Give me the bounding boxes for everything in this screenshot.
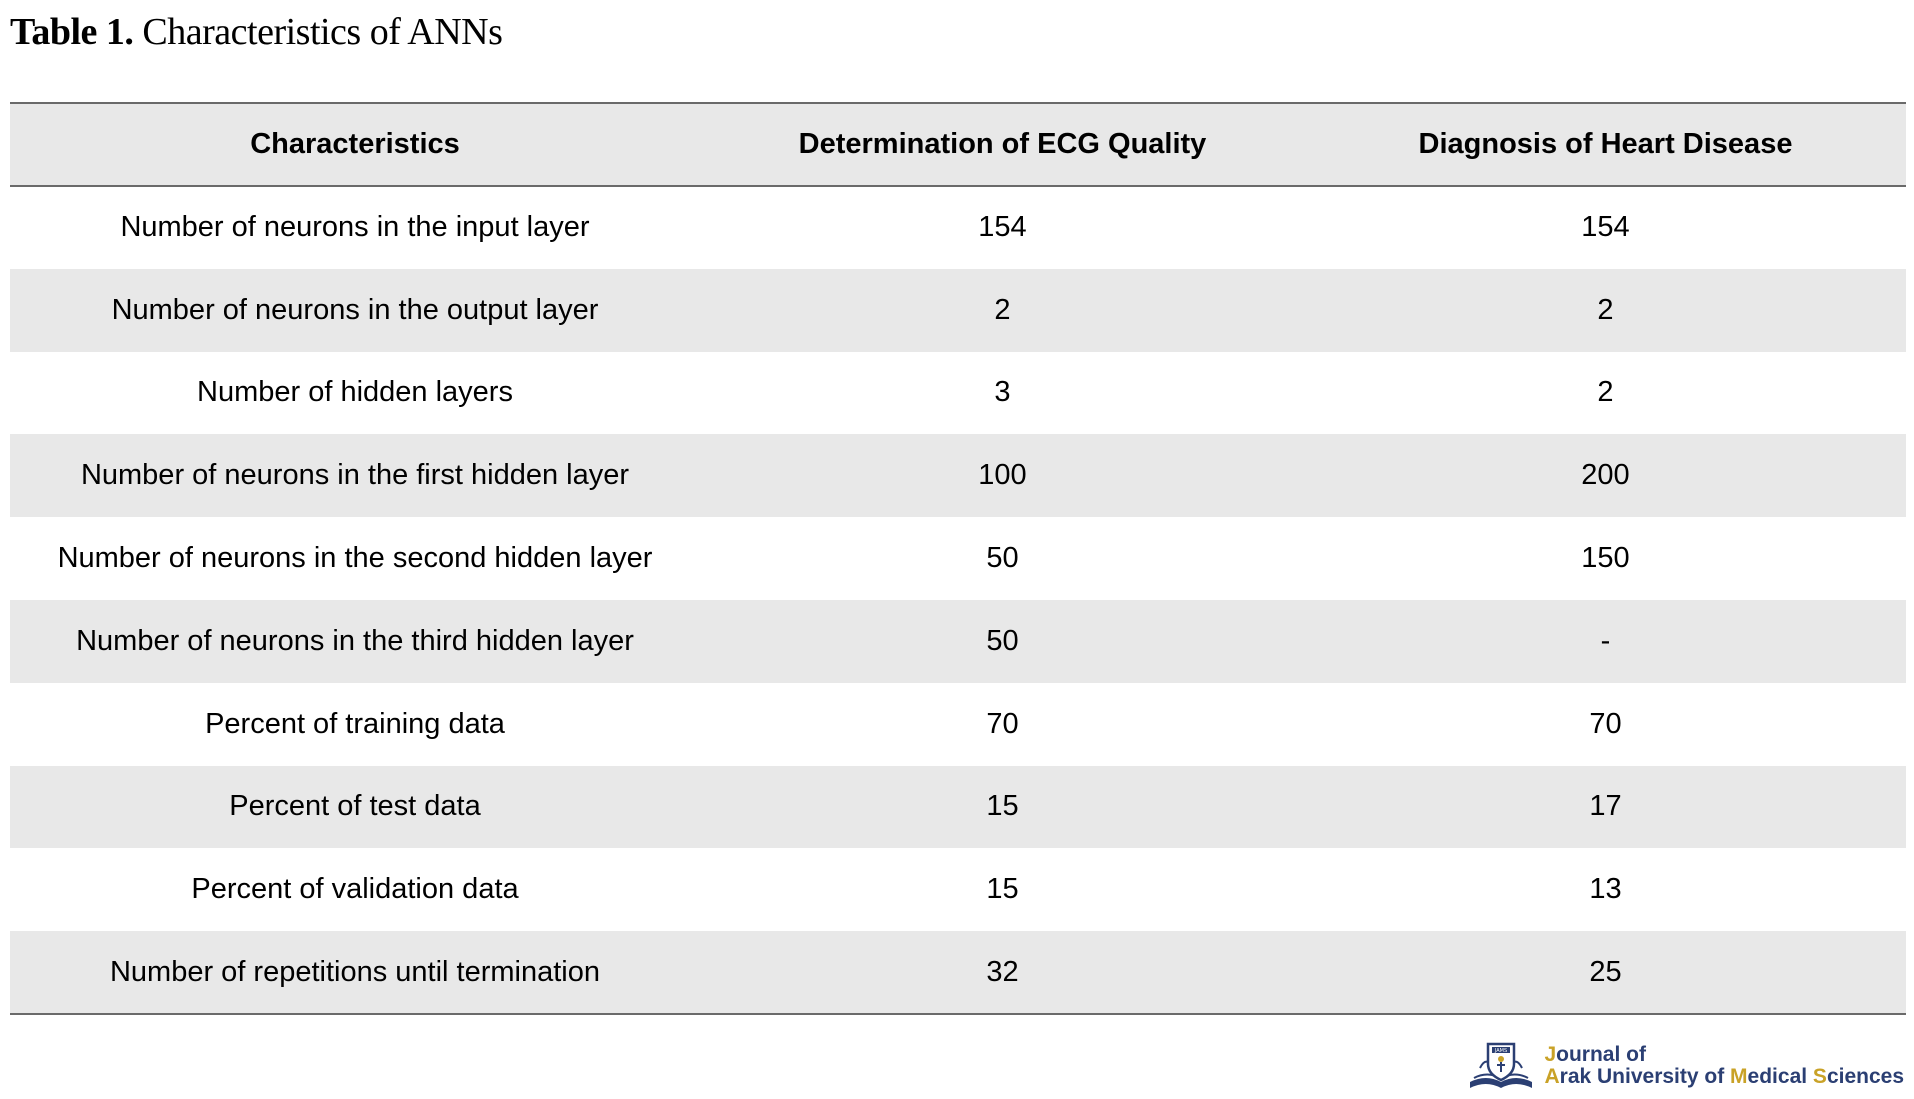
cell-ecg-quality: 50 — [986, 624, 1019, 657]
caption-title: Characteristics of ANNs — [142, 11, 503, 53]
cell-characteristic: Number of hidden layers — [197, 376, 513, 409]
journal-name-line1: Journal of — [1544, 1044, 1904, 1066]
cell-characteristic: Percent of validation data — [191, 873, 519, 906]
header-row: Characteristics Determination of ECG Qua… — [10, 103, 1906, 186]
cell-heart-disease: - — [1600, 624, 1611, 657]
cell-characteristic: Number of neurons in the first hidden la… — [80, 459, 630, 492]
journal-name-line2: Arak University of Medical Sciences — [1544, 1066, 1904, 1088]
cell-heart-disease: 25 — [1589, 955, 1622, 988]
table-row: Number of repetitions until termination … — [10, 931, 1906, 1014]
journal-line2-end: ciences — [1826, 1065, 1904, 1088]
journal-line1-rest: ournal of — [1556, 1043, 1646, 1066]
cell-ecg-quality: 100 — [978, 459, 1027, 492]
cell-ecg-quality: 70 — [986, 707, 1019, 740]
characteristics-table: Characteristics Determination of ECG Qua… — [10, 102, 1906, 1015]
table-body: Number of neurons in the input layer 154… — [10, 186, 1906, 1014]
journal-line2-mid: edical — [1747, 1065, 1813, 1088]
cell-characteristic: Number of neurons in the second hidden l… — [57, 542, 653, 575]
table-caption: Table 1. Characteristics of ANNs — [10, 8, 503, 56]
table-row: Number of neurons in the second hidden l… — [10, 517, 1906, 600]
cell-heart-disease: 13 — [1589, 873, 1622, 906]
cell-characteristic: Number of repetitions until termination — [109, 955, 600, 988]
cell-heart-disease: 2 — [1597, 293, 1614, 326]
caption-label: Table 1. — [10, 11, 134, 53]
cell-ecg-quality: 3 — [994, 376, 1011, 409]
cell-heart-disease: 17 — [1589, 790, 1622, 823]
table-row: Percent of test data 15 17 — [10, 765, 1906, 849]
journal-emblem-icon: JAMS — [1470, 1042, 1533, 1088]
cell-ecg-quality: 15 — [986, 790, 1019, 823]
cell-heart-disease: 200 — [1581, 459, 1630, 492]
cell-characteristic: Percent of training data — [205, 707, 505, 740]
journal-name: Journal of Arak University of Medical Sc… — [1544, 1044, 1904, 1088]
cell-ecg-quality: 50 — [986, 542, 1019, 575]
journal-initial-m: M — [1730, 1065, 1748, 1088]
table-row: Number of neurons in the output layer 2 … — [10, 268, 1906, 352]
journal-initial-j: J — [1544, 1043, 1557, 1066]
cell-ecg-quality: 2 — [994, 293, 1011, 326]
cell-characteristic: Percent of test data — [229, 790, 481, 823]
table-row: Percent of validation data 15 13 — [10, 848, 1906, 932]
table-container: Characteristics Determination of ECG Qua… — [10, 102, 1906, 1015]
cell-characteristic: Number of neurons in the input layer — [120, 211, 590, 244]
header-heart-disease: Diagnosis of Heart Disease — [1418, 128, 1793, 160]
journal-initial-a: A — [1544, 1065, 1560, 1088]
cell-characteristic: Number of neurons in the output layer — [111, 293, 599, 326]
journal-line2-rest: rak University of — [1559, 1065, 1731, 1088]
table-header: Characteristics Determination of ECG Qua… — [10, 103, 1906, 186]
cell-ecg-quality: 32 — [986, 955, 1019, 988]
journal-initial-s: S — [1812, 1065, 1827, 1088]
cell-characteristic: Number of neurons in the third hidden la… — [76, 624, 634, 657]
table-row: Number of neurons in the first hidden la… — [10, 434, 1906, 518]
header-characteristics: Characteristics — [250, 128, 460, 160]
cell-ecg-quality: 15 — [986, 873, 1019, 906]
cell-heart-disease: 2 — [1597, 376, 1614, 409]
cell-heart-disease: 154 — [1581, 211, 1630, 244]
table-row: Number of neurons in the third hidden la… — [10, 599, 1906, 683]
table-row: Percent of training data 70 70 — [10, 682, 1906, 766]
svg-text:JAMS: JAMS — [1494, 1048, 1507, 1054]
header-ecg-quality: Determination of ECG Quality — [798, 128, 1207, 160]
table-row: Number of hidden layers 3 2 — [10, 351, 1906, 435]
table-row: Number of neurons in the input layer 154… — [10, 186, 1906, 269]
cell-heart-disease: 150 — [1581, 542, 1630, 575]
journal-logo: JAMS Journal of Arak University of Medic… — [1466, 1038, 1904, 1094]
cell-heart-disease: 70 — [1589, 707, 1622, 740]
cell-ecg-quality: 154 — [978, 211, 1027, 244]
